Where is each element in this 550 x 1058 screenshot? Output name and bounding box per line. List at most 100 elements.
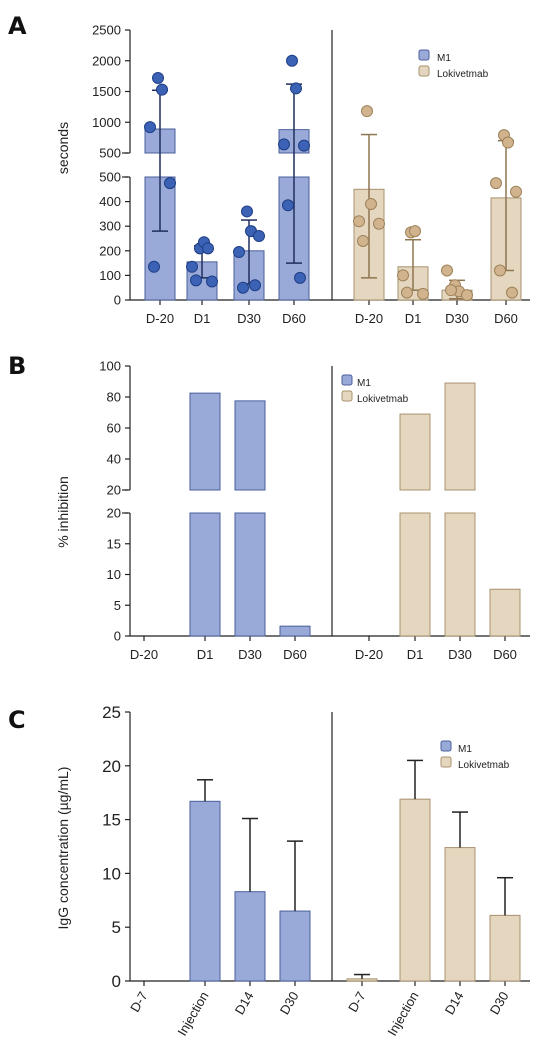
- panel-a-data-point: [286, 54, 298, 67]
- panel-a-y-tick-label: 500: [99, 170, 121, 185]
- panel-a-data-point: [397, 269, 409, 282]
- panel-c-x-tick-label: D14: [442, 989, 467, 1017]
- panel-a-data-point: [186, 260, 198, 273]
- panel-a-data-point: [144, 121, 156, 134]
- panel-c-x-tick-label: Injection: [174, 989, 211, 1038]
- panel-a-legend-m1: M1: [437, 53, 451, 64]
- panel-a-x-tick-label: D1: [194, 311, 211, 326]
- panel-a-x-tick-label: D60: [282, 311, 306, 326]
- panel-a-data-point: [361, 105, 373, 118]
- panel-a-data-point: [494, 264, 506, 277]
- panel-b-x-tick-label: D-20: [130, 647, 158, 662]
- panel-b-legend-swatch-lokivetmab: [341, 390, 353, 402]
- panel-c-legend-swatch-m1: [440, 740, 452, 752]
- panel-a-data-point: [441, 264, 453, 277]
- panel-a-data-point: [502, 136, 514, 149]
- panel-c-legend-lokivetmab: Lokivetmab: [458, 760, 510, 771]
- panel-c-y-tick-label: 25: [102, 703, 121, 722]
- panel-a-data-point: [241, 205, 253, 218]
- panel-c-x-tick-label: Injection: [384, 989, 421, 1038]
- panel-c-bar: [444, 847, 476, 982]
- panel-c-y-tick-label: 10: [102, 864, 121, 883]
- panel-b-y-tick-label: 20: [107, 506, 121, 521]
- panel-b-bar: [489, 588, 521, 637]
- panel-c-y-tick-label: 20: [102, 757, 121, 776]
- panel-b-bar: [189, 512, 221, 637]
- panel-a-data-point: [510, 185, 522, 198]
- panel-c-x-tick-label: D30: [487, 989, 512, 1017]
- panel-a-legend-swatch-m1: [418, 49, 430, 61]
- panel-c-y-tick-label: 5: [112, 918, 121, 937]
- panel-b-y-tick-label: 20: [107, 483, 121, 498]
- panel-a-data-point: [278, 138, 290, 151]
- panel-a-data-point: [357, 234, 369, 247]
- panel-a-data-point: [249, 279, 261, 292]
- panel-b-bar: [279, 625, 311, 637]
- panel-a-data-point: [373, 217, 385, 230]
- panel-a-x-tick-label: D60: [494, 311, 518, 326]
- panel-c-x-tick-label: D-7: [127, 989, 150, 1015]
- panel-a-y-tick-label: 1000: [92, 115, 121, 130]
- panel-c-bar: [234, 891, 266, 982]
- panel-a-y-tick-label: 2500: [92, 23, 121, 38]
- panel-a-data-point: [365, 198, 377, 211]
- panel-a-data-point: [148, 260, 160, 273]
- panel-b-x-tick-label: D30: [238, 647, 262, 662]
- panel-b-y-tick-label: 0: [114, 629, 121, 644]
- panel-a-x-tick-label: D30: [237, 311, 261, 326]
- panel-b-x-tick-label: D60: [493, 647, 517, 662]
- panel-a-data-point: [156, 83, 168, 96]
- panel-a-y-tick-label: 100: [99, 268, 121, 283]
- panel-c-bar: [399, 798, 431, 982]
- panel-a-data-point: [282, 199, 294, 212]
- panel-b-x-tick-label: D-20: [355, 647, 383, 662]
- panel-a-data-point: [152, 71, 164, 84]
- panel-a-y-tick-label: 200: [99, 243, 121, 258]
- panel-a-y-tick-label: 400: [99, 194, 121, 209]
- panel-a-data-point: [237, 281, 249, 294]
- panel-b-y-tick-label: 15: [107, 536, 121, 551]
- panel-b-y-tick-label: 5: [114, 598, 121, 613]
- panel-a-data-point: [290, 82, 302, 95]
- panel-letter-b: B: [8, 352, 26, 380]
- panel-a-y-tick-label: 300: [99, 219, 121, 234]
- panel-a-y-tick-label: 0: [114, 293, 121, 308]
- panel-b-x-tick-label: D30: [448, 647, 472, 662]
- panel-a-y-tick-label: 2000: [92, 53, 121, 68]
- panel-b-x-tick-label: D1: [197, 647, 214, 662]
- panel-a-ylabel: seconds: [55, 122, 71, 174]
- panel-b-x-tick-label: D60: [283, 647, 307, 662]
- panel-letter-c: C: [8, 706, 26, 734]
- panel-a-data-point: [298, 139, 310, 152]
- panel-a-data-point: [190, 274, 202, 287]
- panel-a-data-point: [253, 230, 265, 243]
- panel-a-data-point: [401, 286, 413, 299]
- panel-a-y-tick-label: 1500: [92, 84, 121, 99]
- panel-letter-a: A: [8, 12, 27, 40]
- panel-a-data-point: [417, 287, 429, 300]
- panel-a-legend-swatch-lokivetmab: [418, 65, 430, 77]
- panel-c-x-tick-label: D-7: [345, 989, 368, 1015]
- panel-c-ylabel: IgG concentration (µg/mL): [55, 767, 71, 930]
- panel-c-x-tick-label: D30: [277, 989, 302, 1017]
- panel-b-y-tick-label: 80: [107, 390, 121, 405]
- panel-a-x-tick-label: D1: [405, 311, 422, 326]
- panel-c-y-tick-label: 15: [102, 811, 121, 830]
- panel-b-legend-lokivetmab: Lokivetmab: [357, 394, 409, 405]
- panel-c-bar: [189, 800, 221, 982]
- panel-b-ylabel: % inhibition: [55, 476, 71, 548]
- panel-a-data-point: [506, 286, 518, 299]
- panel-a-data-point: [233, 246, 245, 259]
- panel-b-legend-swatch-m1: [341, 374, 353, 386]
- panel-a-x-tick-label: D-20: [355, 311, 383, 326]
- panel-a-data-point: [206, 275, 218, 288]
- panel-b-y-tick-label: 40: [107, 452, 121, 467]
- panel-c-y-tick-label: 0: [112, 972, 121, 991]
- panel-b-y-tick-label: 10: [107, 567, 121, 582]
- panel-a-data-point: [461, 289, 473, 302]
- panel-a-data-point: [164, 177, 176, 190]
- panel-c-bar: [489, 914, 521, 982]
- panel-b-bar: [399, 512, 431, 637]
- panel-a-data-point: [445, 284, 457, 297]
